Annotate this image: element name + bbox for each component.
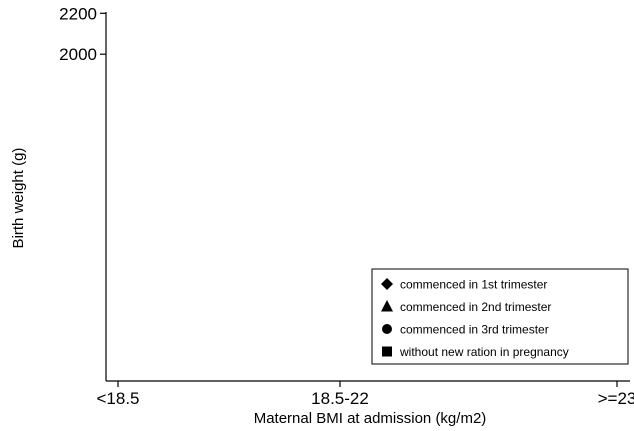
legend-marker-circle (382, 324, 392, 334)
legend-entry: without new ration in pregnancy (399, 345, 569, 359)
x-tick-label: 18.5-22 (311, 389, 369, 408)
y-axis-title: Birth weight (g) (10, 148, 27, 249)
y-axis: 200022002400260028003000320034003600 (59, 4, 107, 381)
x-axis: <18.5 18.5-22 >=23 (96, 380, 634, 408)
legend-marker-triangle (381, 300, 393, 312)
legend-entry: commenced in 3rd trimester (400, 323, 549, 337)
x-tick-label: <18.5 (96, 389, 139, 408)
legend-entry: commenced in 2nd trimester (400, 300, 551, 314)
legend-marker-diamond (381, 278, 393, 290)
legend-marker-square (382, 346, 392, 357)
y-tick-label: 2200 (59, 4, 97, 23)
legend: commenced in 1st trimester commenced in 2… (371, 268, 629, 365)
legend-entry: commenced in 1st trimester (400, 278, 547, 292)
y-tick-label: 2000 (59, 45, 97, 64)
x-tick-label: >=23 (598, 389, 634, 408)
legend-box (371, 268, 629, 365)
x-axis-title: Maternal BMI at admission (kg/m2) (254, 410, 487, 427)
